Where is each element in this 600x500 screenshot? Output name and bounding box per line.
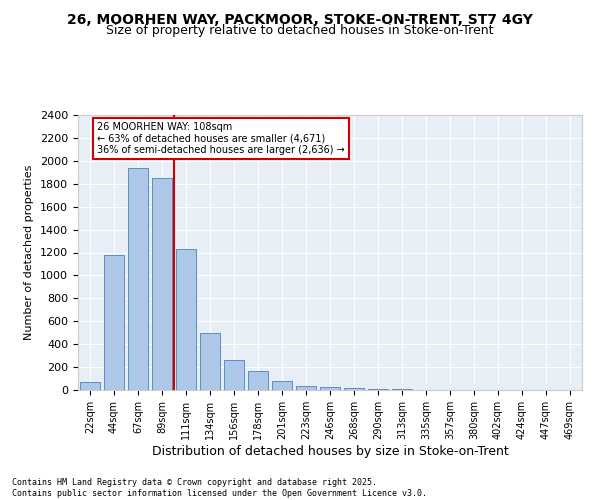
Bar bbox=[224, 360, 244, 390]
Text: Contains HM Land Registry data © Crown copyright and database right 2025.
Contai: Contains HM Land Registry data © Crown c… bbox=[12, 478, 427, 498]
Bar bbox=[176, 249, 196, 390]
Bar bbox=[80, 382, 100, 390]
Bar bbox=[152, 178, 172, 390]
Bar bbox=[272, 382, 292, 390]
Bar bbox=[104, 255, 124, 390]
Text: 26, MOORHEN WAY, PACKMOOR, STOKE-ON-TRENT, ST7 4GY: 26, MOORHEN WAY, PACKMOOR, STOKE-ON-TREN… bbox=[67, 12, 533, 26]
Bar bbox=[344, 388, 364, 390]
Bar bbox=[320, 387, 340, 390]
Bar bbox=[200, 332, 220, 390]
Bar bbox=[248, 371, 268, 390]
Bar bbox=[296, 386, 316, 390]
X-axis label: Distribution of detached houses by size in Stoke-on-Trent: Distribution of detached houses by size … bbox=[152, 444, 508, 458]
Text: 26 MOORHEN WAY: 108sqm
← 63% of detached houses are smaller (4,671)
36% of semi-: 26 MOORHEN WAY: 108sqm ← 63% of detached… bbox=[97, 122, 345, 155]
Text: Size of property relative to detached houses in Stoke-on-Trent: Size of property relative to detached ho… bbox=[106, 24, 494, 37]
Bar bbox=[128, 168, 148, 390]
Y-axis label: Number of detached properties: Number of detached properties bbox=[25, 165, 34, 340]
